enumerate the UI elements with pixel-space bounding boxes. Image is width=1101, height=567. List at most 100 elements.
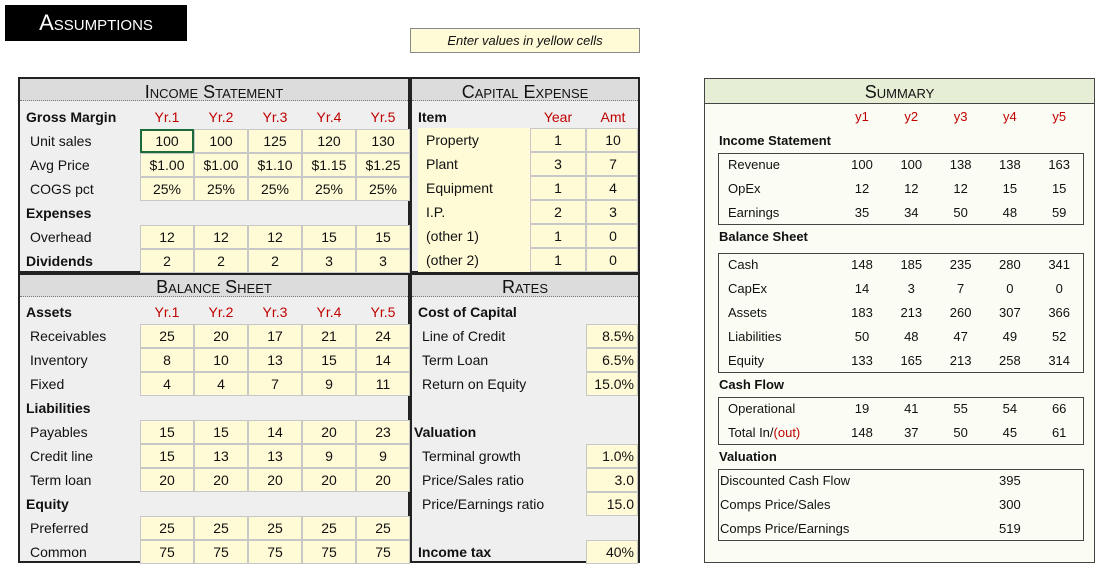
- cell-value: 314: [1048, 353, 1071, 368]
- cell-value: 280: [999, 257, 1021, 272]
- rate-label: Price/Sales ratio: [422, 472, 524, 488]
- cell-value: 8: [163, 352, 171, 368]
- row-label: Dividends: [26, 253, 93, 269]
- cell-value: 15: [321, 229, 337, 245]
- input-cell: [530, 152, 586, 176]
- section-label: Income Statement: [719, 133, 831, 148]
- row-label: Payables: [30, 424, 88, 440]
- year-header: Yr.5: [370, 304, 396, 320]
- cell-value: 12: [904, 181, 919, 196]
- cell-value: 1: [554, 252, 562, 268]
- input-cell: [530, 224, 586, 248]
- input-cell: [530, 200, 586, 224]
- rate-label: Cost of Capital: [418, 304, 517, 320]
- cell-value: 25: [213, 520, 229, 536]
- row-label: Comps Price/Earnings: [720, 521, 850, 536]
- cell-value: 185: [900, 257, 923, 272]
- input-cell: [194, 348, 248, 372]
- input-cell: [194, 420, 248, 444]
- cell-value: 15: [375, 229, 391, 245]
- summary-header: [705, 79, 1094, 104]
- row-label: Equity: [26, 496, 69, 512]
- cell-value: 2: [163, 253, 171, 269]
- input-row: [418, 128, 530, 152]
- item-label: Equipment: [426, 180, 493, 196]
- cell-value: 4: [217, 376, 225, 392]
- cell-value: 1: [554, 228, 562, 244]
- input-cell: [248, 444, 302, 468]
- input-cell: [586, 200, 638, 224]
- input-cell: [302, 420, 356, 444]
- cell-value: 2: [271, 253, 279, 269]
- row-label: Unit sales: [30, 133, 92, 149]
- cell-value: 9: [325, 376, 333, 392]
- panel-header: [20, 275, 408, 297]
- input-cell: [302, 324, 356, 348]
- input-cell: [248, 225, 302, 249]
- cell-value: 75: [267, 544, 283, 560]
- cell-value: 12: [159, 229, 175, 245]
- input-cell: [302, 177, 356, 201]
- row-label: Receivables: [30, 328, 107, 344]
- input-cell: [302, 348, 356, 372]
- input-cell: [302, 540, 356, 564]
- rate-label: Price/Earnings ratio: [422, 496, 545, 512]
- cell-value: 3: [609, 204, 617, 220]
- row-label: Assets: [728, 305, 768, 320]
- input-cell: [356, 129, 410, 153]
- section-title: Income Statement: [144, 82, 284, 102]
- rate-label: Income tax: [418, 544, 492, 560]
- cell-value: 55: [953, 401, 968, 416]
- cell-value: 50: [854, 329, 870, 344]
- cell-value: 17: [267, 328, 283, 344]
- summary-box: [718, 397, 1084, 445]
- input-cell: [356, 420, 410, 444]
- cell-value: 213: [900, 305, 923, 320]
- cell-value: 235: [949, 257, 972, 272]
- input-cell: [248, 348, 302, 372]
- cell-value: 3: [554, 156, 562, 172]
- row-label: Credit line: [30, 448, 94, 464]
- input-cell: [140, 249, 194, 273]
- input-cell: [140, 540, 194, 564]
- cell-value: 12: [213, 229, 229, 245]
- input-cell: [194, 249, 248, 273]
- cell-value: 66: [1051, 401, 1067, 416]
- cell-value: 25%: [206, 181, 236, 197]
- cell-value: 50: [953, 425, 968, 440]
- cell-value: 21: [321, 328, 337, 344]
- cell-value: 14: [854, 281, 870, 296]
- cell-value: 20: [267, 472, 283, 488]
- input-cell: [586, 224, 638, 248]
- year-header: Yr.5: [370, 109, 396, 125]
- cell-value: $1.10: [257, 157, 293, 173]
- input-cell: [586, 152, 638, 176]
- cell-value: 9: [325, 448, 333, 464]
- panel-header: [412, 275, 638, 297]
- year-header: Yr.1: [154, 109, 180, 125]
- input-cell: [356, 249, 410, 273]
- cell-value: 395: [999, 473, 1021, 488]
- cell-value: 300: [999, 497, 1021, 512]
- input-cell: [356, 540, 410, 564]
- cell-value: 47: [953, 329, 968, 344]
- note: Enter values in yellow cells: [447, 33, 603, 48]
- cell-value: 148: [851, 257, 873, 272]
- cell-value: 15: [1002, 181, 1018, 196]
- cell-value: 213: [949, 353, 972, 368]
- year-header: y1: [855, 109, 869, 124]
- year-header: Yr.4: [316, 304, 342, 320]
- title-box: [5, 5, 187, 41]
- cell-value: 260: [949, 305, 972, 320]
- header-label: Assets: [26, 304, 72, 320]
- cell-value: 75: [321, 544, 337, 560]
- summary-box: [718, 469, 1084, 541]
- item-label: Property: [426, 132, 479, 148]
- cell-value: 7: [609, 156, 617, 172]
- cell-value: $1.00: [203, 157, 239, 173]
- year-header: Yr.3: [262, 109, 288, 125]
- row-label: Preferred: [30, 520, 89, 536]
- summary-box: [718, 153, 1084, 225]
- cell-value: 341: [1048, 257, 1071, 272]
- input-cell: [194, 324, 248, 348]
